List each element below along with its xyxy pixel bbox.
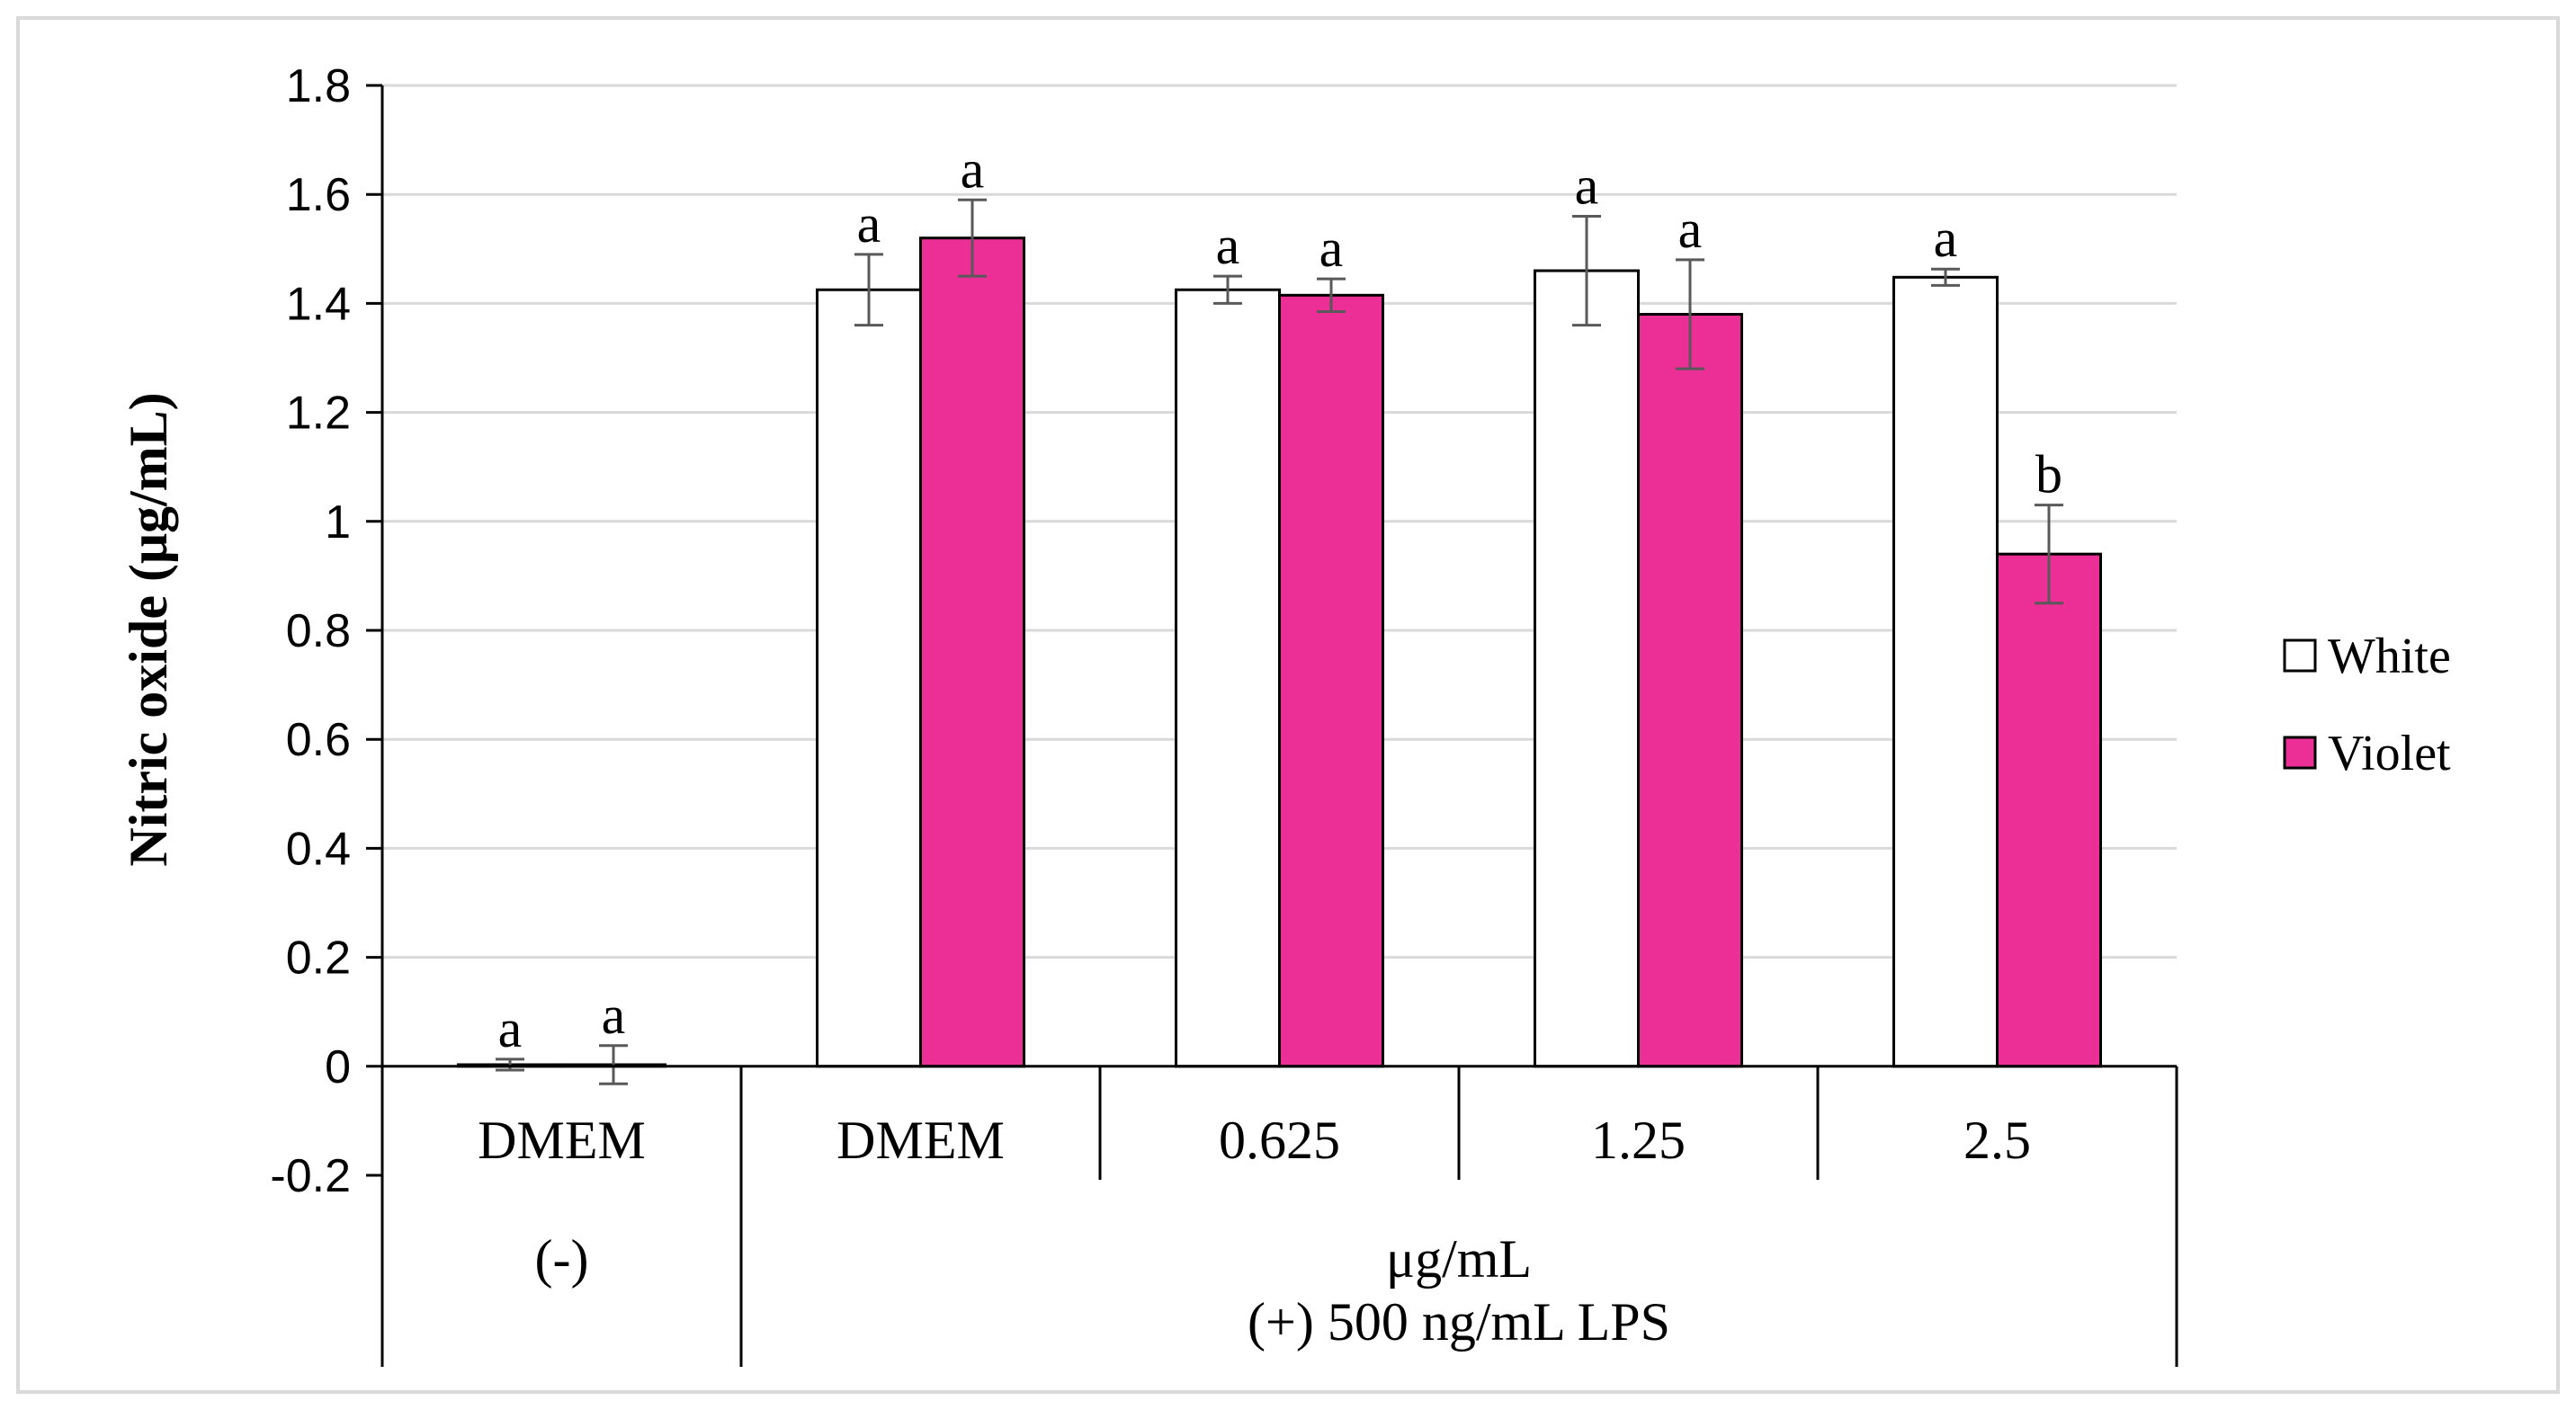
legend-label: Violet [2328,726,2451,781]
significance-letter: a [1678,200,1703,259]
significance-letter: a [498,999,523,1058]
significance-letter: b [2035,445,2062,504]
significance-letter: a [857,194,881,254]
y-tick-label: 1.4 [286,278,351,330]
y-tick-label: 1.6 [286,169,351,221]
category-label: 0.625 [1219,1111,1340,1170]
group-label: μg/mL [1386,1229,1532,1289]
bar-violet [919,236,1025,1068]
significance-letter: a [1934,209,1958,268]
group-label: (-) [535,1229,589,1289]
significance-letter: a [1575,156,1599,215]
bar-white [1534,269,1640,1068]
category-label: 1.25 [1591,1111,1686,1170]
legend-label: White [2328,629,2451,684]
bar-violet [1278,293,1384,1068]
y-tick-label: 1.2 [286,388,351,440]
bar-white [1892,275,1999,1068]
y-tick-label: 1.8 [286,60,351,112]
y-tick-label: 0.6 [286,714,351,766]
bar-white [1175,288,1281,1068]
category-label: DMEM [478,1111,646,1170]
bar-violet [1996,552,2102,1068]
category-label: DMEM [836,1111,1005,1170]
legend-swatch-white [2283,638,2317,673]
y-axis-title: Nitric oxide (μg/mL) [119,392,178,866]
y-tick-label: 0.8 [286,605,351,657]
y-tick-label: -0.2 [270,1150,351,1202]
significance-letter: a [1319,219,1344,278]
y-tick-label: 0.4 [286,823,351,875]
significance-letter: a [961,139,985,199]
bar-white [816,288,922,1068]
bar-violet [1637,313,1743,1068]
group-label-line2: (+) 500 ng/mL LPS [1248,1292,1670,1352]
y-tick-label: 0 [325,1041,351,1093]
legend-swatch-violet [2283,736,2317,770]
significance-letter: a [1216,216,1240,275]
y-tick-label: 1 [325,496,351,549]
y-tick-label: 0.2 [286,933,351,985]
significance-letter: a [602,986,626,1045]
category-label: 2.5 [1963,1111,2031,1170]
